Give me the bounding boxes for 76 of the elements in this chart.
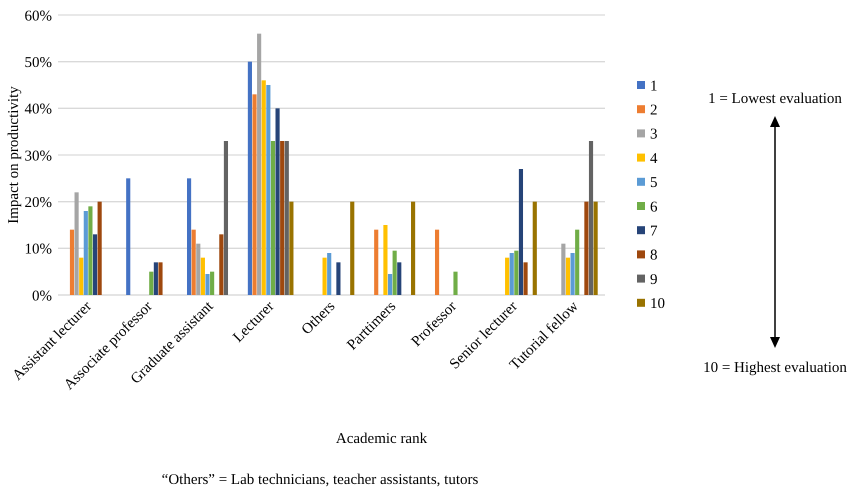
bar — [388, 274, 392, 295]
y-tick-label: 0% — [32, 288, 52, 304]
bar — [566, 258, 570, 295]
bar — [266, 85, 270, 295]
bar — [224, 141, 228, 295]
y-tick-label: 60% — [24, 8, 52, 24]
legend-label: 5 — [650, 175, 658, 192]
bar — [505, 258, 510, 295]
bar — [196, 244, 200, 295]
bar — [88, 206, 92, 295]
bar — [158, 262, 163, 295]
bar — [98, 202, 102, 295]
y-axis-title: Impact on productivity — [6, 86, 22, 224]
y-tick-label: 30% — [24, 148, 52, 164]
legend-label: 3 — [650, 126, 658, 143]
bar — [322, 258, 327, 295]
text: 1 = Lowest evaluation — [708, 91, 842, 107]
bar — [584, 202, 588, 295]
bar — [252, 94, 257, 295]
bar — [205, 274, 210, 295]
bar — [79, 258, 84, 295]
x-axis-title: Academic rank — [336, 431, 428, 447]
bar — [280, 141, 284, 295]
bar — [84, 211, 88, 295]
bar — [523, 262, 528, 295]
legend-label: 4 — [650, 150, 658, 167]
bar — [518, 169, 524, 295]
bar — [336, 262, 340, 295]
bar — [327, 253, 332, 295]
bar — [411, 202, 416, 295]
bar — [374, 230, 378, 295]
bar — [392, 250, 397, 295]
bar — [154, 262, 158, 295]
bar — [514, 250, 518, 295]
bar — [275, 108, 280, 295]
bar — [74, 192, 79, 295]
legend-label: 6 — [650, 199, 658, 216]
y-tick-label: 10% — [24, 242, 52, 258]
legend-label: 10 — [650, 296, 665, 312]
bar — [257, 34, 262, 295]
bar — [434, 230, 440, 295]
bar — [532, 202, 537, 295]
y-tick-label: 50% — [24, 54, 52, 71]
bar — [126, 178, 130, 295]
bar — [561, 244, 566, 295]
y-tick-label: 20% — [24, 194, 52, 211]
legend-label: 9 — [650, 272, 658, 288]
bar — [570, 253, 575, 295]
bar — [200, 258, 205, 295]
bar — [350, 202, 354, 295]
legend-label: 8 — [650, 248, 658, 264]
bar — [186, 178, 192, 295]
bar — [383, 225, 388, 295]
legend-label: 7 — [650, 223, 658, 240]
legend-label: 1 — [650, 78, 658, 94]
bar — [284, 141, 289, 295]
bar — [210, 272, 214, 295]
legend-label: 2 — [650, 102, 658, 118]
bar — [92, 234, 98, 295]
bar — [219, 234, 224, 295]
bar — [588, 141, 594, 295]
bar — [262, 80, 266, 295]
text: “Others” = Lab technicians, teacher assistants, tutors — [162, 472, 479, 488]
bar — [192, 230, 196, 295]
text: 10 = Highest evaluation — [703, 360, 848, 376]
bar — [575, 230, 580, 295]
bar — [453, 272, 458, 295]
bar — [594, 202, 598, 295]
bar — [289, 202, 294, 295]
y-tick-label: 40% — [24, 102, 52, 118]
bar — [149, 272, 154, 295]
bar — [270, 141, 276, 295]
bar — [70, 230, 74, 295]
bar — [510, 253, 514, 295]
bar — [248, 62, 252, 295]
bar — [397, 262, 402, 295]
